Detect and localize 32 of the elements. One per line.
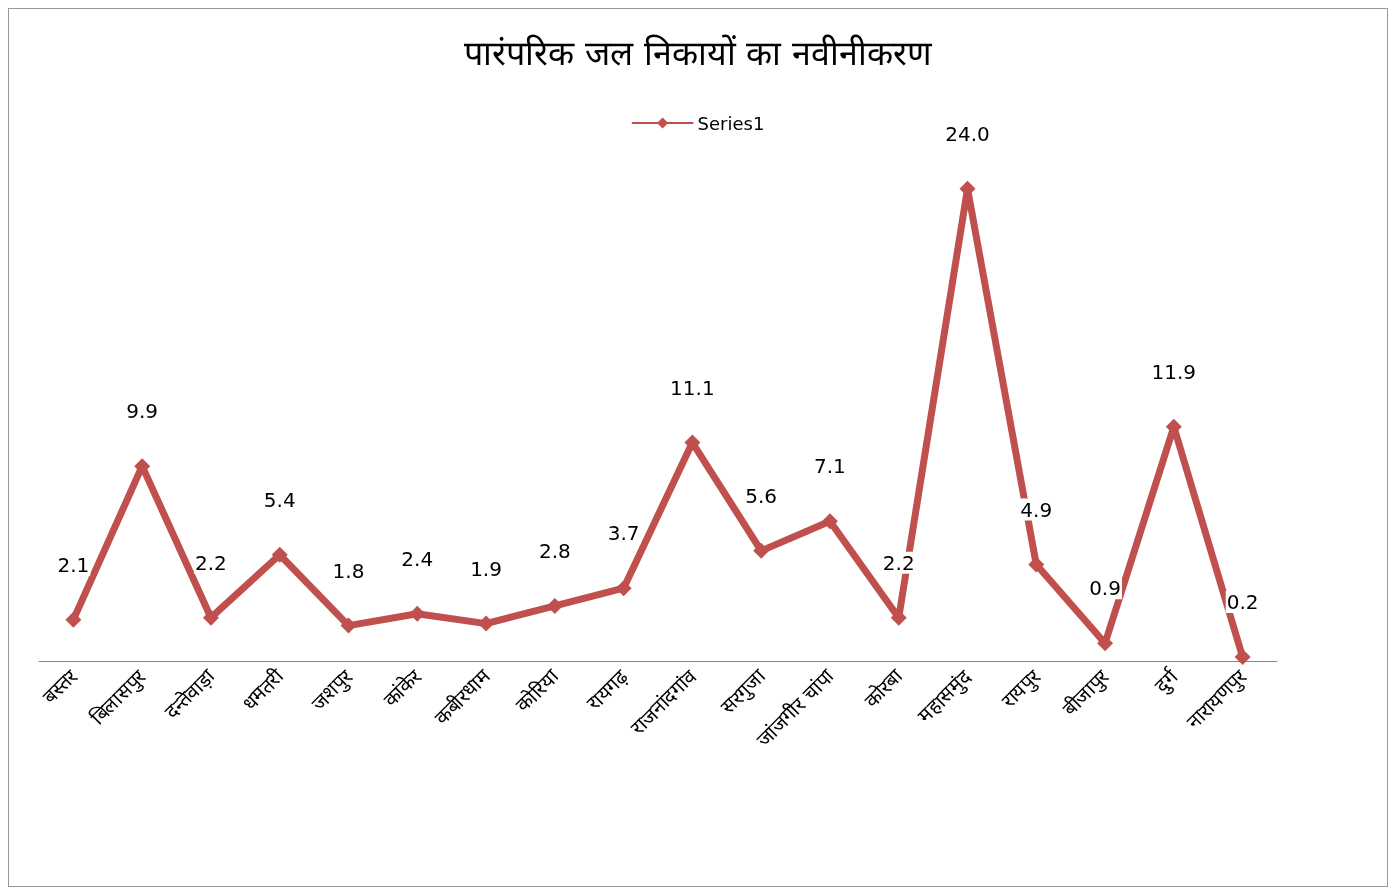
point — [615, 580, 632, 597]
data-label: 1.9 — [470, 556, 502, 581]
data-label: 4.9 — [1020, 497, 1053, 522]
x-tick-label: दुर्ग — [1149, 663, 1184, 698]
data-label: 0.2 — [1226, 590, 1259, 615]
data-label: 2.2 — [882, 550, 915, 575]
point — [1028, 556, 1045, 573]
data-label: 2.2 — [195, 550, 227, 575]
point — [202, 609, 219, 626]
point — [753, 542, 770, 559]
data-label: 11.1 — [670, 375, 715, 400]
data-label: 5.4 — [263, 487, 296, 512]
data-label: 2.1 — [57, 552, 90, 577]
data-label: 5.6 — [745, 483, 778, 508]
x-tick-label: बस्तर — [38, 663, 83, 709]
data-label: 2.8 — [538, 538, 571, 563]
data-label: 24.0 — [945, 121, 990, 146]
data-label: 11.9 — [1151, 359, 1197, 384]
point — [271, 546, 288, 563]
data-label: 1.8 — [332, 558, 365, 583]
chart-title: पारंपरिक जल निकायों का नवीनीकरण — [463, 33, 934, 73]
data-label: 2.4 — [401, 546, 434, 571]
data-label: 3.7 — [607, 521, 640, 546]
data-label: 7.1 — [814, 454, 846, 479]
legend-label: Series1 — [697, 112, 765, 134]
data-label: 9.9 — [126, 399, 159, 424]
point — [1234, 649, 1251, 666]
data-label: 0.9 — [1089, 576, 1121, 601]
point — [684, 434, 701, 451]
point — [478, 615, 495, 632]
point — [821, 513, 838, 530]
point — [65, 611, 82, 628]
